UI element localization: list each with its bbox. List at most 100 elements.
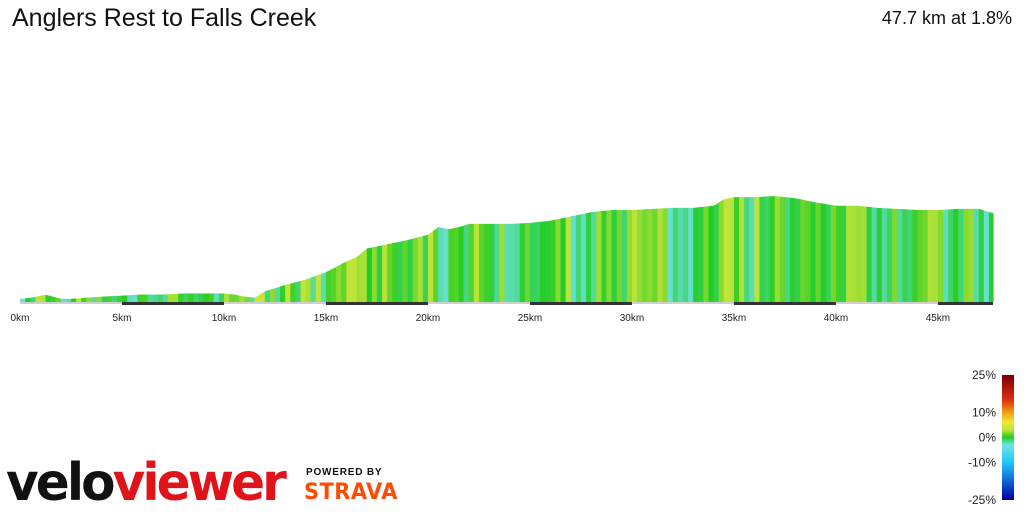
- gradient-strip: [178, 293, 184, 302]
- gradient-strip: [468, 223, 475, 302]
- gradient-strip: [478, 223, 485, 302]
- gradient-strip: [871, 207, 878, 302]
- x-tick-label: 20km: [416, 313, 440, 324]
- gradient-strip: [764, 196, 771, 302]
- gradient-strip: [142, 294, 149, 302]
- gradient-strip: [239, 295, 245, 302]
- gradient-strip: [417, 235, 424, 302]
- gradient-strip: [259, 291, 266, 302]
- gradient-strip: [336, 264, 342, 302]
- gradient-strip: [218, 293, 225, 302]
- gradient-strip: [861, 206, 868, 302]
- gradient-strip: [570, 215, 577, 302]
- gradient-strip: [188, 293, 194, 302]
- gradient-strip: [346, 259, 353, 302]
- baseline-segment: [529, 302, 632, 305]
- gradient-strip: [611, 209, 618, 302]
- gradient-strip: [193, 293, 200, 302]
- gradient-strip: [382, 244, 388, 302]
- gradient-strip: [601, 210, 608, 302]
- gradient-strip: [529, 222, 536, 302]
- gradient-strip: [25, 297, 31, 302]
- gradient-strip: [356, 252, 363, 302]
- gradient-strip: [463, 223, 470, 302]
- gradient-strip: [514, 223, 521, 302]
- gradient-strip: [40, 294, 47, 302]
- gradient-strip: [499, 223, 506, 302]
- gradient-strip: [596, 211, 602, 302]
- gradient-strip: [739, 197, 745, 302]
- chart-title: Anglers Rest to Falls Creek: [12, 4, 317, 32]
- gradient-legend-label: 10%: [972, 406, 996, 420]
- gradient-strip: [886, 208, 893, 302]
- gradient-strip: [50, 296, 57, 302]
- gradient-strip: [943, 209, 949, 302]
- gradient-strip: [86, 297, 92, 302]
- gradient-strip: [820, 203, 827, 302]
- gradient-strip: [315, 273, 322, 302]
- gradient-strip: [657, 208, 664, 302]
- gradient-strip: [927, 209, 934, 302]
- gradient-strip: [749, 197, 755, 302]
- gradient-legend-label: -10%: [968, 456, 996, 470]
- gradient-strip: [565, 216, 572, 302]
- gradient-strip: [953, 208, 959, 302]
- gradient-strip: [631, 209, 638, 302]
- gradient-strip: [519, 223, 526, 302]
- gradient-strip: [509, 223, 516, 302]
- gradient-strip: [331, 266, 337, 302]
- gradient-legend-label: -25%: [968, 493, 996, 507]
- gradient-strip: [443, 228, 449, 302]
- gradient-strip: [427, 230, 434, 302]
- gradient-strip: [606, 209, 613, 302]
- gradient-strip: [325, 269, 332, 302]
- gradient-strip: [560, 217, 567, 302]
- gradient-strip: [407, 238, 414, 302]
- powered-by-label: POWERED BY: [306, 467, 383, 478]
- gradient-strip: [213, 293, 220, 302]
- gradient-strip: [35, 295, 41, 302]
- gradient-strip: [733, 197, 740, 302]
- gradient-strip: [484, 223, 490, 302]
- gradient-strip: [642, 209, 648, 302]
- gradient-strip: [60, 298, 67, 302]
- gradient-strip: [116, 295, 123, 302]
- gradient-strip: [412, 237, 419, 302]
- gradient-strip: [376, 245, 383, 302]
- gradient-strip: [269, 288, 276, 302]
- gradient-strip: [106, 296, 113, 302]
- gradient-strip: [698, 206, 704, 302]
- gradient-strip: [948, 209, 954, 302]
- gradient-strip: [810, 201, 817, 302]
- gradient-strip: [718, 199, 725, 302]
- gradient-strip: [295, 280, 302, 302]
- gradient-strip: [305, 277, 312, 302]
- gradient-strip: [137, 294, 143, 302]
- x-tick-label: 35km: [722, 313, 746, 324]
- x-tick-label: 30km: [620, 313, 644, 324]
- gradient-strip: [65, 298, 72, 302]
- gradient-legend-label: 25%: [972, 368, 996, 382]
- gradient-strip: [978, 208, 985, 302]
- gradient-strip: [285, 283, 291, 302]
- gradient-strip: [580, 213, 587, 302]
- gradient-strip: [626, 209, 633, 302]
- gradient-strip: [152, 294, 159, 302]
- gradient-strip: [45, 294, 52, 302]
- gradient-strip: [91, 296, 98, 302]
- distance-gradient-summary: 47.7 km at 1.8%: [881, 8, 1012, 28]
- gradient-strip: [453, 227, 460, 302]
- gradient-strip: [805, 200, 812, 302]
- gradient-strip: [963, 208, 970, 302]
- gradient-strip: [371, 246, 378, 302]
- gradient-strip: [70, 298, 77, 302]
- gradient-strip: [392, 242, 398, 302]
- gradient-strip: [361, 248, 368, 302]
- gradient-strip: [290, 282, 296, 302]
- gradient-strip: [652, 208, 659, 302]
- gradient-strip: [902, 209, 908, 302]
- gradient-strip: [387, 243, 393, 302]
- veloviewer-logo: veloviewer: [6, 453, 288, 510]
- gradient-strip: [912, 209, 919, 302]
- gradient-strip: [892, 208, 898, 302]
